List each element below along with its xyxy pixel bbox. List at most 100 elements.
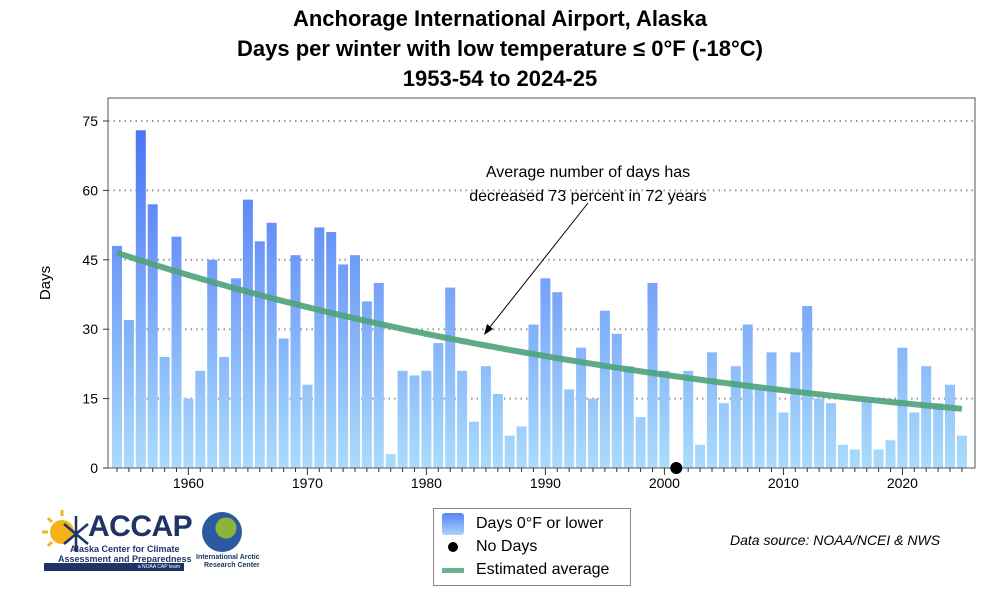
accap-logo: ACCAP Alaska Center for Climate Assessme…	[40, 508, 193, 574]
bar	[326, 232, 337, 468]
iarc-logo: International Arctic Research Center	[196, 512, 266, 576]
bar	[183, 398, 194, 468]
bar	[730, 366, 741, 468]
legend-item-no-days: No Days	[442, 536, 537, 558]
bar	[921, 366, 932, 468]
bar	[159, 356, 170, 468]
bar	[254, 241, 265, 468]
bar	[528, 324, 539, 468]
bar	[837, 444, 848, 468]
chart-title-line2: Days per winter with low temperature ≤ 0…	[236, 36, 763, 61]
bar	[314, 227, 325, 468]
bar-swatch-icon	[442, 513, 464, 535]
bar	[385, 454, 396, 468]
accap-line2: Assessment and Preparedness	[58, 554, 192, 564]
line-swatch-icon	[442, 567, 464, 573]
no-days-marker	[670, 462, 683, 474]
bar	[207, 259, 218, 468]
y-tick-label: 60	[82, 182, 98, 198]
bar	[195, 370, 206, 468]
bar	[480, 366, 491, 468]
bar	[469, 421, 479, 468]
sun-snowflake-icon	[42, 510, 89, 552]
bar	[623, 366, 634, 468]
bar	[135, 130, 146, 468]
x-tick-label: 2000	[649, 475, 680, 491]
bar	[599, 310, 610, 468]
bar	[302, 384, 313, 468]
bar	[718, 403, 729, 468]
accap-line1: Alaska Center for Climate	[70, 544, 180, 554]
x-tick-label: 1980	[411, 475, 442, 491]
bar	[766, 352, 777, 468]
bar	[849, 449, 860, 468]
bar	[945, 384, 955, 468]
bar	[707, 352, 717, 468]
x-tick-label: 2020	[887, 475, 918, 491]
bar	[695, 444, 706, 468]
bar	[933, 403, 944, 468]
bar	[147, 204, 158, 468]
legend-label: No Days	[476, 538, 538, 555]
bar	[814, 398, 825, 468]
y-tick-label: 75	[82, 113, 98, 129]
y-tick-label: 0	[90, 460, 98, 476]
arrowhead-icon	[484, 324, 493, 335]
bar	[290, 255, 301, 468]
annotation-arrow	[485, 202, 589, 333]
bar	[112, 245, 122, 468]
plot-frame	[107, 97, 976, 469]
x-tick-label: 1970	[292, 475, 323, 491]
chart-title-line1: Anchorage International Airport, Alaska	[292, 6, 707, 31]
bar	[754, 389, 765, 468]
bar	[219, 356, 230, 468]
iarc-line1: International Arctic	[196, 554, 260, 561]
bar	[266, 222, 277, 468]
bar	[564, 389, 575, 468]
bar	[409, 375, 420, 468]
bar	[397, 370, 408, 468]
bar	[576, 347, 587, 468]
legend-label: Estimated average	[476, 561, 610, 578]
annotation-text: decreased 73 percent in 72 years	[469, 188, 706, 205]
legend-label: Days 0°F or lower	[476, 515, 604, 532]
bar	[242, 199, 253, 469]
trend-line	[116, 250, 963, 412]
dot-icon	[448, 542, 458, 552]
bar	[659, 370, 670, 468]
bar	[909, 412, 920, 468]
legend-item-bars: Days 0°F or lower	[442, 513, 603, 535]
bar	[492, 393, 503, 468]
y-axis-label: Days	[37, 266, 54, 300]
x-tick-label: 2010	[768, 475, 799, 491]
bar	[742, 324, 753, 468]
data-source: Data source: NOAA/NCEI & NWS	[730, 532, 941, 548]
bar	[123, 319, 134, 468]
y-tick-label: 45	[82, 252, 98, 268]
iarc-text: International Arctic Research Center	[196, 554, 260, 570]
bar	[171, 236, 182, 468]
bar	[861, 398, 872, 468]
chart-title-line3: 1953-54 to 2024-25	[402, 66, 598, 91]
bar	[873, 449, 884, 468]
bar	[350, 255, 360, 468]
bar	[611, 333, 622, 468]
x-tick-label: 1960	[173, 475, 204, 491]
bar	[361, 301, 372, 468]
bar	[231, 278, 241, 468]
annotation-text: Average number of days has	[486, 164, 690, 181]
bar	[373, 282, 384, 468]
globe-icon	[202, 512, 242, 552]
y-tick-label: 30	[82, 321, 98, 337]
bar	[588, 398, 598, 468]
bar	[457, 370, 468, 468]
bar	[790, 352, 801, 468]
iarc-line2: Research Center	[204, 562, 260, 569]
bar	[445, 287, 456, 468]
y-tick-label: 15	[82, 391, 98, 407]
accap-tag: a NOAA CAP team	[44, 563, 184, 571]
bar	[802, 306, 813, 468]
bar	[504, 435, 515, 468]
bar	[683, 370, 694, 468]
